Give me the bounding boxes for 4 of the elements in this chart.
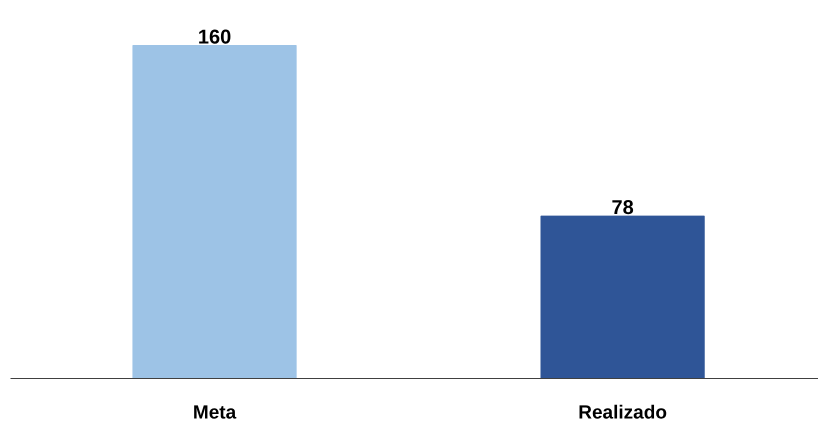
x-tick-label: Meta: [192, 402, 237, 424]
data-label: 160: [198, 26, 232, 48]
x-tick-label: Realizado: [578, 402, 667, 424]
data-label: 78: [612, 197, 634, 220]
